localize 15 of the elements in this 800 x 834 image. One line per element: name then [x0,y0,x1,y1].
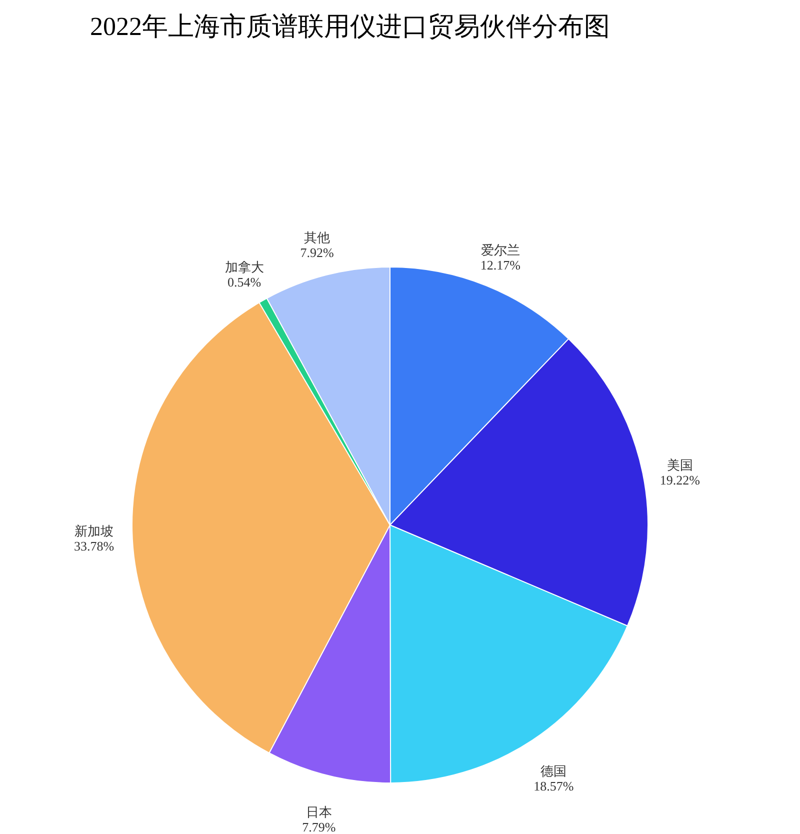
slice-label: 新加坡 [74,524,114,539]
chart-title: 2022年上海市质谱联用仪进口贸易伙伴分布图 [90,12,610,41]
data-label: 7.92% [300,245,334,260]
data-label: 0.54% [228,274,262,290]
slice-label: 加拿大 [224,259,264,274]
slice-label: 其他 [304,230,330,246]
slice-label: 爱尔兰 [480,242,520,258]
data-label: 12.17% [480,257,521,272]
slice-label: 德国 [540,764,567,779]
data-label: 18.57% [534,778,574,794]
slice-label: 美国 [666,458,693,473]
data-label: 19.22% [660,472,700,488]
slice-label: 日本 [306,804,332,820]
data-label: 33.78% [74,538,114,554]
data-label: 7.79% [302,819,336,834]
